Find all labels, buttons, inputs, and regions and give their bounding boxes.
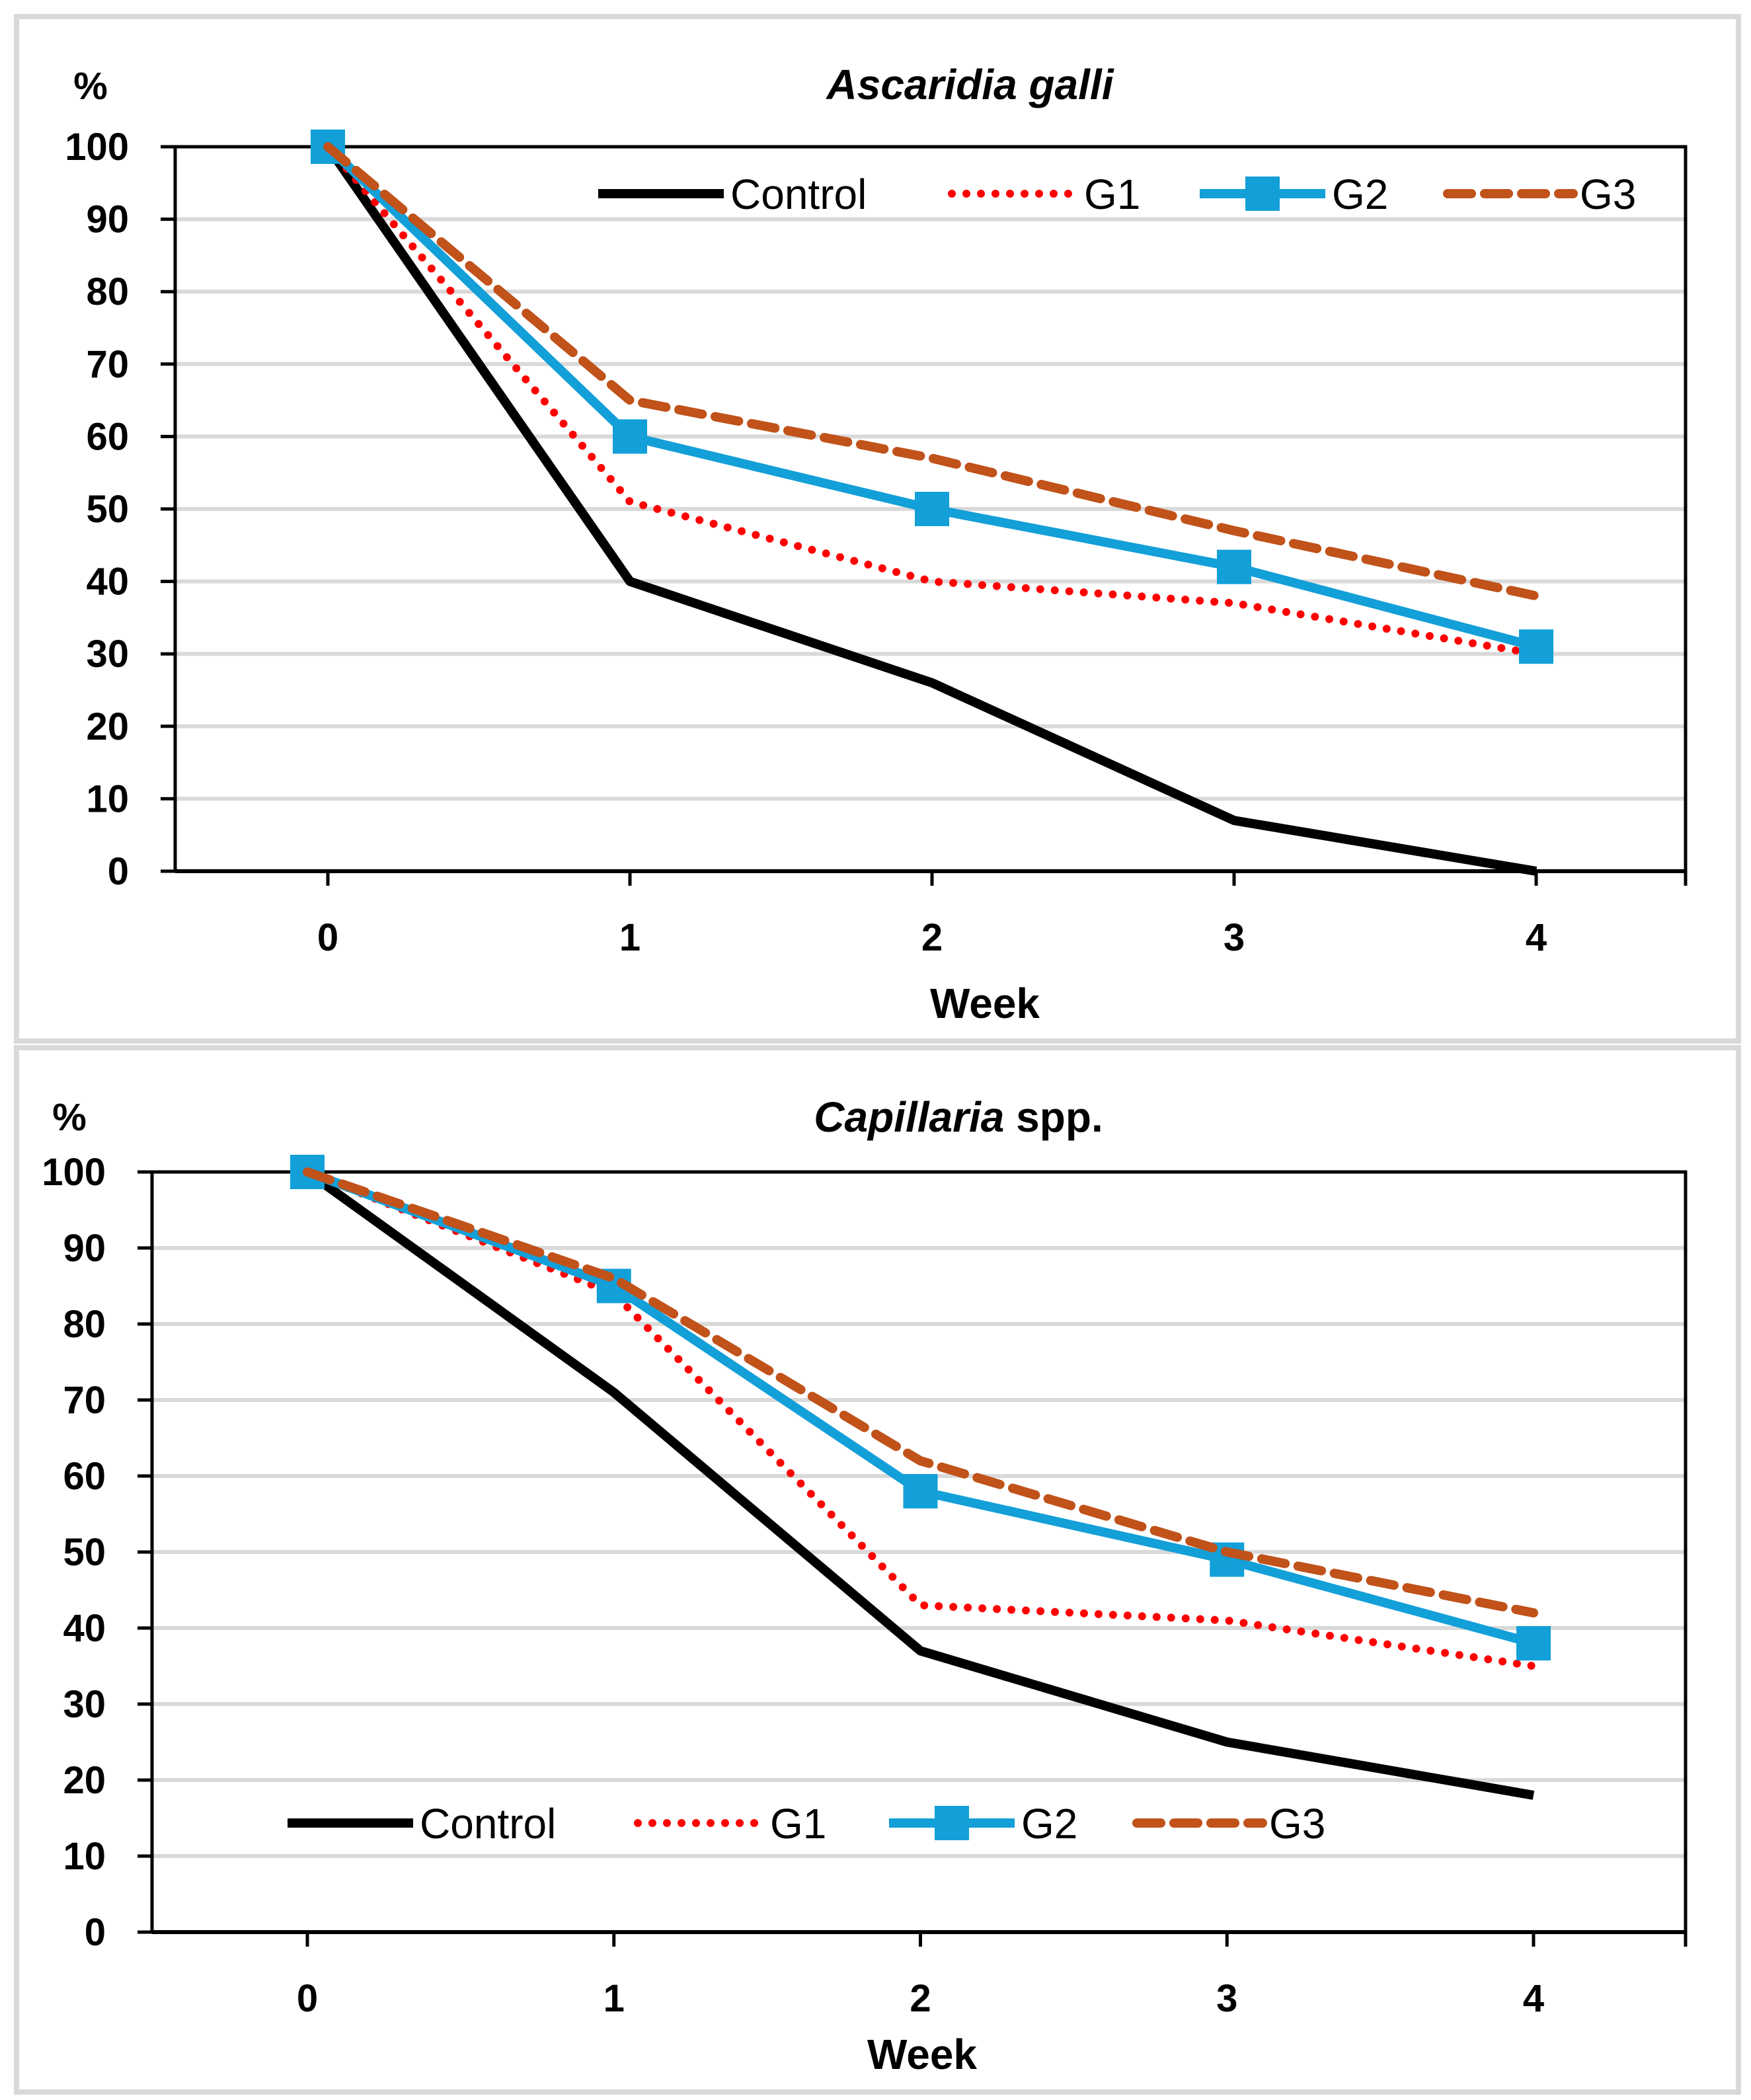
y-tick-label: 0 xyxy=(108,850,129,893)
legend-label: G1 xyxy=(770,1800,826,1847)
y-tick-label: 30 xyxy=(63,1683,106,1726)
legend-label: G2 xyxy=(1021,1800,1077,1847)
chart-title-italic: Ascaridia galli xyxy=(826,61,1114,108)
series-line-g3 xyxy=(303,1167,1538,1617)
series-line-g3 xyxy=(323,142,1541,601)
series-line-control xyxy=(324,144,1537,876)
y-tick-label: 50 xyxy=(63,1531,106,1574)
g2-marker xyxy=(1519,629,1553,664)
legend-item-g2: G2 xyxy=(889,1800,1077,1847)
legend-label: G3 xyxy=(1269,1800,1325,1847)
legend-label: G2 xyxy=(1332,171,1388,218)
y-tick-label: 20 xyxy=(86,705,129,748)
y-axis-label: % xyxy=(73,65,108,108)
x-tick-label: 1 xyxy=(619,916,641,959)
x-axis-label: Week xyxy=(930,980,1040,1027)
x-axis-label: Week xyxy=(867,2031,977,2078)
y-tick-label: 30 xyxy=(86,633,129,676)
y-tick-label: 80 xyxy=(86,270,129,313)
y-tick-label: 20 xyxy=(63,1759,106,1802)
legend-item-control: Control xyxy=(288,1800,556,1847)
y-tick-label: 60 xyxy=(86,415,129,458)
y-axis-label: % xyxy=(52,1096,87,1139)
y-tick-label: 70 xyxy=(86,343,129,386)
chart-1: 0 10 20 30 40 50 60 70 80 90 100 0 1 2 3 4% Week Capillar… xyxy=(14,1045,1741,2095)
legend-marker xyxy=(1245,176,1280,211)
series-line-control xyxy=(304,1168,1535,1800)
x-tick-label: 4 xyxy=(1526,916,1547,959)
y-tick-label: 40 xyxy=(63,1607,106,1650)
chart-title-italic: Capillaria xyxy=(814,1093,1004,1141)
y-tick-label: 60 xyxy=(63,1455,106,1498)
chart-panel-border xyxy=(14,14,1741,1044)
y-tick-label: 70 xyxy=(63,1379,106,1422)
x-tick-label: 2 xyxy=(921,916,943,959)
g2-marker xyxy=(1516,1626,1551,1660)
legend-label: Control xyxy=(420,1800,556,1847)
y-tick-label: 10 xyxy=(63,1835,106,1878)
x-tick-label: 4 xyxy=(1523,1977,1544,2020)
legend-item-g3: G3 xyxy=(1443,171,1636,218)
y-tick-label: 80 xyxy=(63,1303,106,1346)
y-tick-label: 90 xyxy=(86,198,129,241)
x-tick-label: 3 xyxy=(1224,916,1245,959)
y-tick-label: 90 xyxy=(63,1227,106,1270)
y-tick-label: 50 xyxy=(86,488,129,531)
y-tick-label: 0 xyxy=(85,1911,106,1954)
y-tick-label: 10 xyxy=(86,777,129,820)
series-line-g1 xyxy=(303,1168,1537,1670)
chart-title: Ascaridia galli xyxy=(826,61,1114,108)
chart-panel-border xyxy=(14,1045,1741,2095)
y-tick-label: 100 xyxy=(65,126,129,169)
g2-marker xyxy=(903,1474,938,1508)
x-tick-label: 0 xyxy=(317,916,338,959)
x-tick-label: 1 xyxy=(603,1977,625,2020)
legend-item-control: Control xyxy=(598,171,867,218)
legend-label: G1 xyxy=(1084,171,1140,218)
legend-marker xyxy=(935,1806,969,1840)
legend-item-g1: G1 xyxy=(948,171,1140,218)
legend-item-g3: G3 xyxy=(1132,1800,1325,1847)
x-tick-label: 0 xyxy=(297,1977,318,2020)
legend-item-g2: G2 xyxy=(1200,171,1388,218)
legend-label: Control xyxy=(730,171,867,218)
g2-marker xyxy=(915,492,949,526)
legend-label: G3 xyxy=(1580,171,1636,218)
chart-0: 0 10 20 30 40 50 60 70 80 90 100 0 1 2 3 4% Week Ascaridi… xyxy=(14,14,1741,1044)
g2-marker xyxy=(613,419,647,454)
chart-title-rest: spp. xyxy=(1004,1093,1103,1141)
y-tick-label: 100 xyxy=(42,1151,106,1194)
g2-marker xyxy=(1217,549,1251,584)
x-tick-label: 2 xyxy=(910,1977,931,2020)
legend-item-g1: G1 xyxy=(634,1800,826,1847)
x-tick-label: 3 xyxy=(1216,1977,1237,2020)
y-tick-label: 40 xyxy=(86,561,129,603)
chart-title: Capillaria spp. xyxy=(814,1093,1103,1141)
